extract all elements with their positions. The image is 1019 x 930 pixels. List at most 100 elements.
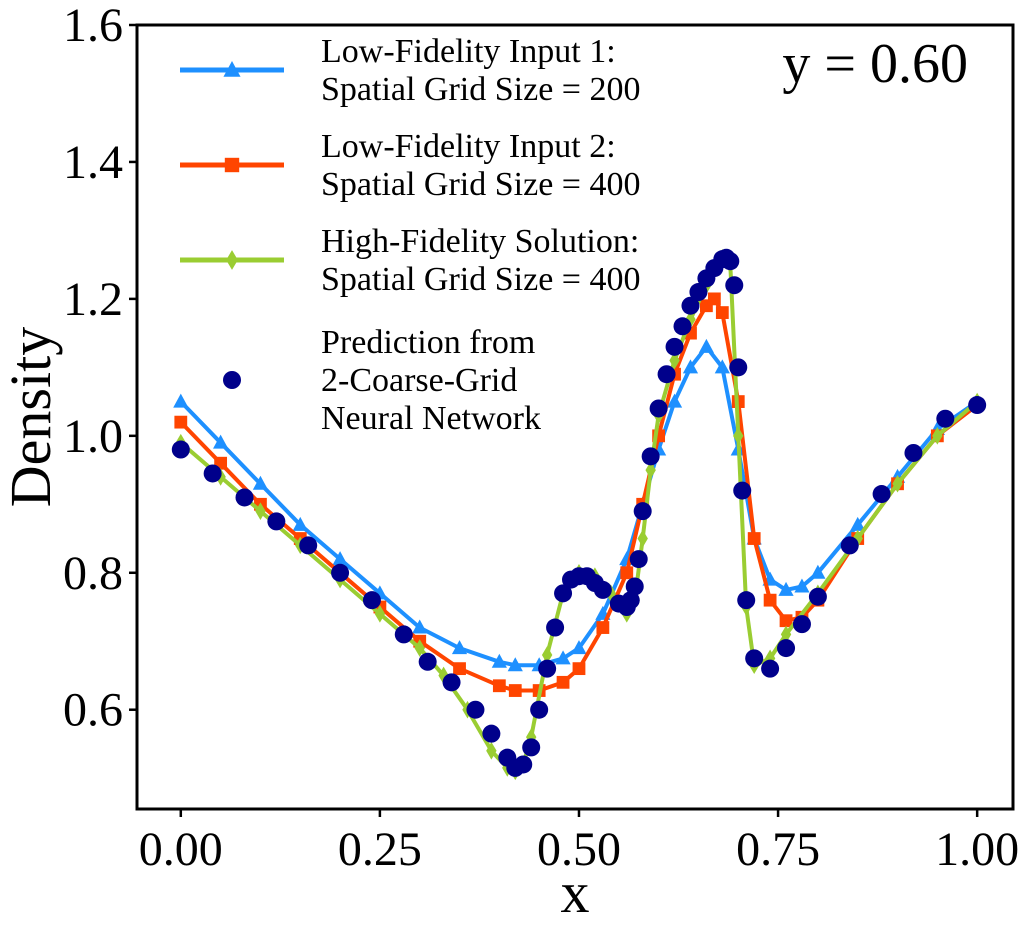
series-2-point xyxy=(747,532,761,545)
x-axis-label: x xyxy=(561,860,590,925)
legend-swatch-marker xyxy=(224,157,240,173)
legend: Low-Fidelity Input 1: Spatial Grid Size =… xyxy=(180,33,640,437)
y-axis-label: Density xyxy=(0,327,63,507)
series-4-point xyxy=(733,481,752,500)
series-3-point xyxy=(526,728,537,746)
series-2-point xyxy=(572,662,586,676)
series-1-point xyxy=(213,434,229,449)
y-tick-label: 0.8 xyxy=(63,547,123,600)
series-3-point xyxy=(645,461,656,479)
series-4-point xyxy=(729,358,748,377)
legend-swatch-marker xyxy=(223,371,241,389)
series-1-point xyxy=(555,650,571,665)
series-4-point xyxy=(418,652,437,671)
panel-annotation: y = 0.60 xyxy=(782,33,968,95)
series-4-point xyxy=(673,317,692,336)
x-tick-label: 0.25 xyxy=(338,823,422,876)
series-4-point xyxy=(267,512,286,531)
series-4-point xyxy=(777,639,796,658)
series-1-line xyxy=(179,344,979,668)
series-3-point xyxy=(637,529,648,548)
series-4-point xyxy=(235,488,254,507)
series-4-point xyxy=(362,591,381,610)
series-4-point xyxy=(649,399,668,418)
series-4-point xyxy=(761,659,780,678)
legend-entry-1: Low-Fidelity Input 1:Spatial Grid Size =… xyxy=(180,33,640,108)
series-1-point xyxy=(292,516,308,531)
series-2-point xyxy=(596,621,610,634)
series-1-point xyxy=(571,640,587,655)
series-4-point xyxy=(665,337,684,356)
series-2-point xyxy=(556,675,570,689)
series-1-point xyxy=(252,475,269,490)
series-2-point xyxy=(779,614,793,628)
y-tick-label: 1.4 xyxy=(63,136,123,189)
series-4-point xyxy=(442,673,461,692)
series-3-point xyxy=(486,741,497,760)
series-4-point xyxy=(171,440,190,459)
legend-entry-2: Low-Fidelity Input 2:Spatial Grid Size =… xyxy=(180,128,640,203)
series-4-point xyxy=(530,700,549,719)
y-tick-label: 1.2 xyxy=(63,273,123,326)
series-4-point xyxy=(538,659,557,678)
legend-label-line: High-Fidelity Solution: xyxy=(321,223,639,260)
series-4-point xyxy=(936,409,955,428)
series-4-point xyxy=(745,649,764,668)
series-4 xyxy=(171,248,987,777)
series-2-point xyxy=(763,593,777,607)
x-tick-label: 1.00 xyxy=(935,823,1019,876)
series-4-point xyxy=(808,587,827,606)
series-2-point xyxy=(715,306,729,319)
series-1-point xyxy=(332,551,348,566)
series-3-point xyxy=(438,666,449,685)
series-1-point xyxy=(714,359,730,374)
series-1-point xyxy=(682,359,699,374)
series-1-point xyxy=(810,564,826,579)
series-4-point xyxy=(629,550,648,569)
legend-label-line: Spatial Grid Size = 400 xyxy=(321,166,640,203)
series-4-point xyxy=(721,252,740,271)
series-3-point xyxy=(541,646,553,664)
series-4-point xyxy=(299,536,318,555)
x-tick-label: 0.00 xyxy=(139,823,223,876)
series-2-point xyxy=(620,566,634,580)
series-4-point xyxy=(466,700,485,719)
series-4-point xyxy=(625,577,644,596)
series-1-point xyxy=(451,640,468,655)
series-4-point xyxy=(554,584,573,603)
series-4-point xyxy=(681,296,700,315)
ticks-layer: 0.00 0.25 0.50 0.75 1.00 0.6 0.8 1.0 1.2 1.4 1.6 xyxy=(63,0,1019,876)
y-tick-label: 0.6 xyxy=(63,684,123,737)
series-3 xyxy=(175,249,983,781)
series-2-line xyxy=(179,296,979,693)
series-4-point xyxy=(725,276,744,295)
series-2 xyxy=(174,292,984,697)
series-1-point xyxy=(412,619,428,634)
series-1 xyxy=(173,338,985,672)
series-4-point xyxy=(514,755,533,774)
legend-entry-3: High-Fidelity Solution:Spatial Grid Size… xyxy=(180,223,640,298)
series-4-point xyxy=(872,485,891,504)
legend-label-line: Spatial Grid Size = 400 xyxy=(321,261,640,298)
series-2-point xyxy=(492,679,506,693)
series-4-point xyxy=(621,591,640,610)
series-4-point xyxy=(840,536,859,555)
legend-label-line: 2-Coarse-Grid xyxy=(321,362,517,399)
legend-label-line: Low-Fidelity Input 1: xyxy=(321,33,616,70)
series-4-point xyxy=(546,618,565,637)
series-3-line xyxy=(179,255,979,774)
series-3-point xyxy=(780,625,792,644)
series-4-point xyxy=(904,443,923,462)
series-3-point xyxy=(374,605,386,623)
series-4-point xyxy=(331,563,350,582)
series-2-point xyxy=(453,662,466,676)
series-3-point xyxy=(892,474,903,493)
series-4-point xyxy=(203,464,222,483)
legend-label-line: Neural Network xyxy=(321,400,541,437)
series-2-point xyxy=(707,292,721,306)
series-4-point xyxy=(522,738,541,757)
series-4-point xyxy=(593,580,612,599)
series-1-point xyxy=(850,516,866,531)
series-1-point xyxy=(794,578,810,593)
